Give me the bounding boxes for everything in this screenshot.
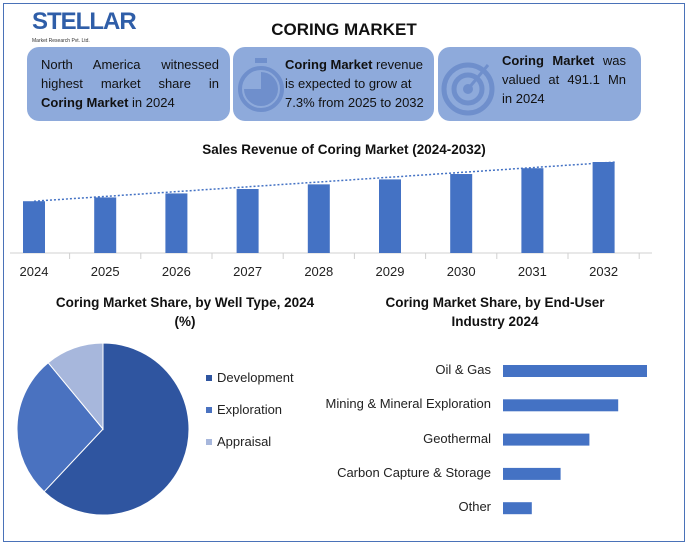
x-tick-label: 2028 [304, 264, 334, 279]
page-title: CORING MARKET [271, 20, 417, 39]
pie-slice-exploration [16, 362, 104, 493]
category-label: Mining & Mineral Exploration [325, 396, 491, 412]
card-region: North America witnessed highest market s… [27, 47, 230, 121]
hbar-0 [503, 365, 647, 377]
card-text: North America witnessed highest market s… [41, 57, 219, 110]
frame [3, 3, 685, 542]
legend-marker [206, 439, 212, 445]
category-label: Other [458, 499, 491, 515]
legend-label: Exploration [217, 402, 283, 417]
x-tick-label: 2025 [90, 264, 120, 279]
bar-chart-title: Sales Revenue of Coring Market (2024-203… [202, 142, 486, 157]
bar-2028 [307, 184, 330, 253]
x-tick-label: 2030 [446, 264, 476, 279]
card-text: Coring Market was valued at 491.1 Mn in … [502, 53, 627, 106]
pie-chart-title: Coring Market Share, by Well Type, 2024 … [55, 295, 315, 329]
bar-2024 [23, 201, 45, 253]
logo-tagline: Market Research Pvt. Ltd. [32, 38, 90, 44]
x-tick-label: 2029 [375, 264, 405, 279]
card-growth: Coring Market revenue is expected to gro… [233, 47, 434, 121]
bar-2030 [450, 174, 473, 253]
x-tick-label: 2026 [161, 264, 191, 279]
bar-2031 [521, 168, 544, 253]
trendline [33, 161, 616, 202]
legend-label: Development [217, 370, 294, 385]
x-tick-label: 2024 [19, 264, 49, 279]
pie-slice-appraisal [47, 342, 104, 431]
bar-2025 [94, 197, 117, 253]
card-text: Coring Market revenue is expected to gro… [285, 57, 424, 110]
hbar-1 [503, 399, 619, 412]
x-tick-label: 2032 [589, 264, 619, 279]
bar-2029 [379, 179, 401, 253]
pie-slice-development [43, 342, 190, 516]
target-icon [441, 62, 495, 116]
category-label: Carbon Capture & Storage [337, 464, 491, 480]
x-tick-label: 2031 [517, 264, 547, 279]
card-value: Coring Market was valued at 491.1 Mn in … [438, 47, 641, 121]
legend-label: Appraisal [217, 434, 272, 449]
hbar-4 [503, 502, 532, 515]
bar-2026 [165, 193, 188, 253]
hbar-3 [503, 467, 561, 480]
logo: STELLAR Market Research Pvt. Ltd. [28, 6, 138, 46]
category-label: Geothermal [423, 430, 491, 446]
stopwatch-icon [238, 58, 284, 112]
bar-2027 [236, 188, 259, 253]
bar-2032 [592, 162, 615, 253]
hbar-chart-title: Coring Market Share, by End-User Industr… [385, 295, 605, 329]
category-label: Oil & Gas [435, 362, 491, 377]
logo-name: STELLAR [32, 8, 137, 35]
legend-marker [206, 407, 212, 413]
legend-marker [206, 375, 212, 381]
x-tick-label: 2027 [233, 264, 263, 279]
hbar-2 [503, 433, 590, 446]
